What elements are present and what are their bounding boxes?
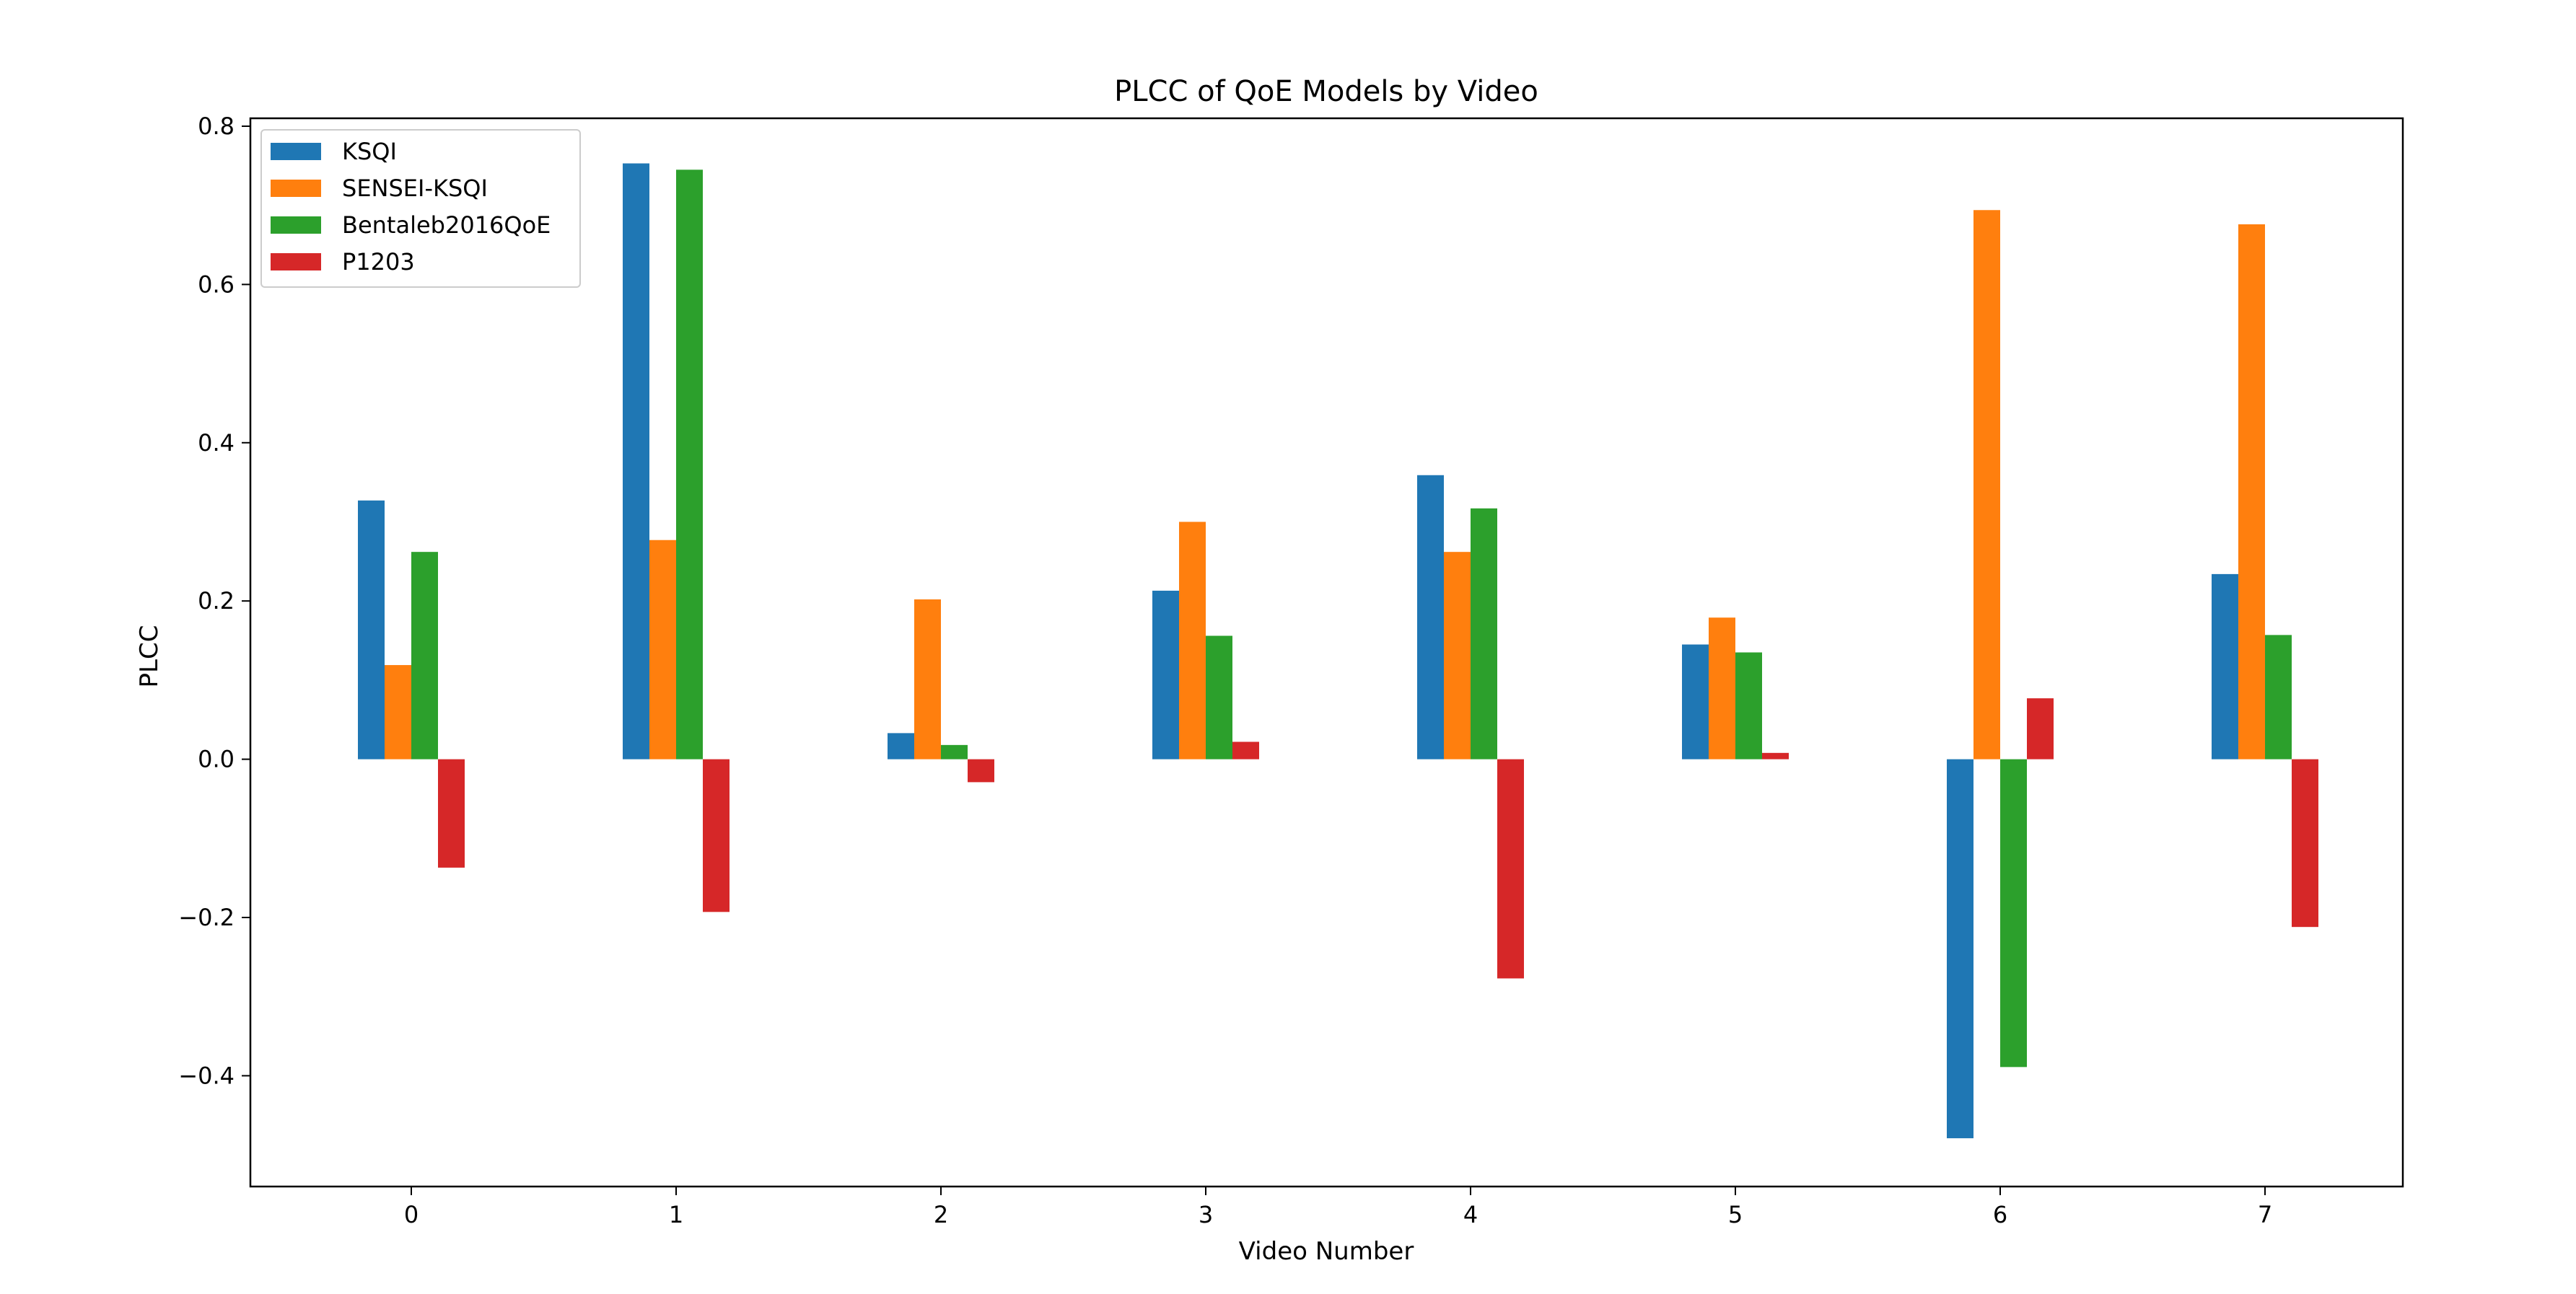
x-tick-label: 2: [934, 1201, 948, 1228]
bar-ksqi-video-2: [888, 733, 914, 760]
x-axis-ticks: 0 1 2 3 4 5 6 7: [404, 1187, 2272, 1228]
bar-bentaleb2016qoe-video-1: [676, 170, 703, 760]
bar-sensei-ksqi-video-0: [385, 665, 411, 760]
y-axis-label: PLCC: [135, 625, 164, 688]
y-tick-label: 0.0: [198, 746, 235, 773]
bar-p1203-video-6: [2027, 698, 2054, 760]
x-tick-label: 1: [669, 1201, 683, 1228]
bar-ksqi-video-6: [1947, 759, 1973, 1139]
bar-p1203-video-7: [2292, 759, 2318, 928]
bar-bentaleb2016qoe-video-4: [1471, 508, 1497, 760]
legend-label: KSQI: [342, 138, 397, 165]
bar-sensei-ksqi-video-2: [914, 599, 941, 760]
bar-bentaleb2016qoe-video-6: [2000, 759, 2027, 1068]
bar-bentaleb2016qoe-video-7: [2265, 635, 2292, 760]
legend-swatch: [271, 180, 321, 197]
legend-swatch: [271, 216, 321, 234]
x-axis-label: Video Number: [1239, 1237, 1414, 1266]
x-tick-label: 7: [2258, 1201, 2272, 1228]
chart-title: PLCC of QoE Models by Video: [1114, 75, 1538, 108]
bars-group: [358, 163, 2318, 1139]
legend-box: [260, 129, 581, 288]
bar-ksqi-video-7: [2212, 573, 2238, 760]
bar-p1203-video-2: [968, 759, 994, 783]
y-tick-label: 0.2: [198, 587, 235, 615]
plot-area-frame: [249, 117, 2404, 1188]
y-tick-label: −0.4: [178, 1062, 235, 1089]
y-tick-label: 0.4: [198, 429, 235, 457]
bar-p1203-video-4: [1497, 759, 1524, 979]
bar-sensei-ksqi-video-6: [1973, 210, 2000, 760]
x-tick-label: 4: [1463, 1201, 1478, 1228]
bar-sensei-ksqi-video-7: [2238, 224, 2265, 760]
y-tick-label: 0.8: [198, 113, 235, 140]
bar-bentaleb2016qoe-video-3: [1206, 635, 1232, 760]
x-tick-label: 0: [404, 1201, 419, 1228]
y-tick-label: −0.2: [178, 904, 235, 931]
bar-sensei-ksqi-video-4: [1444, 552, 1471, 760]
bar-bentaleb2016qoe-video-2: [941, 744, 968, 760]
bar-p1203-video-3: [1232, 741, 1259, 760]
bar-ksqi-video-1: [623, 163, 649, 760]
bar-p1203-video-5: [1762, 752, 1789, 760]
legend-swatch: [271, 253, 321, 270]
legend-swatch: [271, 143, 321, 160]
bar-ksqi-video-5: [1682, 644, 1709, 760]
legend: KSQI SENSEI-KSQI Bentaleb2016QoE P1203: [260, 129, 581, 288]
bar-p1203-video-1: [703, 759, 730, 912]
bar-sensei-ksqi-video-5: [1709, 617, 1735, 760]
legend-label: P1203: [342, 248, 415, 276]
bar-ksqi-video-4: [1417, 475, 1444, 760]
x-tick-label: 3: [1199, 1201, 1213, 1228]
x-tick-label: 5: [1728, 1201, 1743, 1228]
legend-label: SENSEI-KSQI: [342, 175, 488, 202]
bar-ksqi-video-0: [358, 500, 385, 760]
bar-p1203-video-0: [438, 759, 465, 868]
y-axis-ticks: −0.4 −0.2 0.0 0.2 0.4 0.6 0.8: [178, 113, 250, 1089]
bar-bentaleb2016qoe-video-0: [411, 552, 438, 760]
bar-ksqi-video-3: [1152, 590, 1179, 760]
bar-sensei-ksqi-video-1: [649, 540, 676, 760]
bar-sensei-ksqi-video-3: [1179, 521, 1206, 760]
legend-label: Bentaleb2016QoE: [342, 211, 551, 239]
bar-bentaleb2016qoe-video-5: [1735, 652, 1762, 760]
x-tick-label: 6: [1993, 1201, 2007, 1228]
y-tick-label: 0.6: [198, 270, 235, 298]
